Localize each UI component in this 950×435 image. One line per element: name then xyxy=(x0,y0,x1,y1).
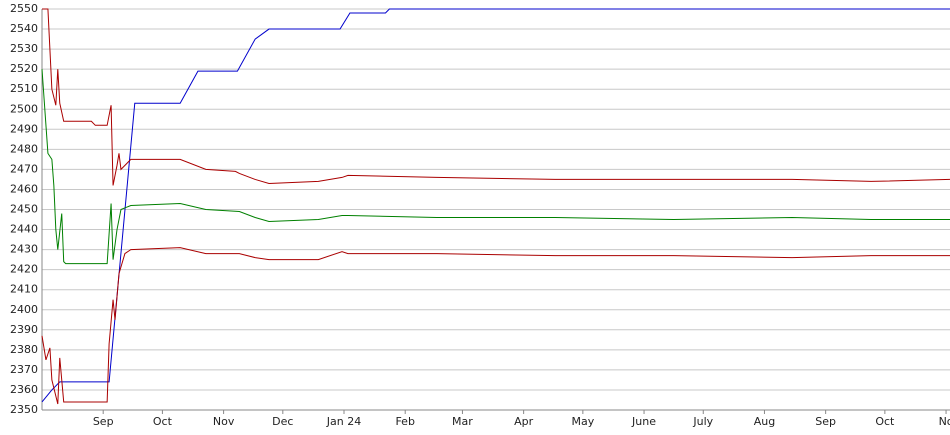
x-tick-label: No xyxy=(939,415,950,428)
x-tick-label: Dec xyxy=(272,415,293,428)
y-tick-label: 2420 xyxy=(10,263,38,276)
y-tick-label: 2360 xyxy=(10,383,38,396)
series-line xyxy=(42,8,950,186)
x-tick-label: Sep xyxy=(815,415,836,428)
x-tick-label: Feb xyxy=(395,415,414,428)
y-tick-label: 2370 xyxy=(10,363,38,376)
y-tick-label: 2390 xyxy=(10,323,38,336)
y-tick-label: 2450 xyxy=(10,203,38,216)
y-tick-label: 2480 xyxy=(10,142,38,155)
x-tick-label: Apr xyxy=(514,415,534,428)
x-tick-label: Oct xyxy=(875,415,895,428)
x-tick-label: Jan 24 xyxy=(326,415,361,428)
y-tick-label: 2550 xyxy=(10,2,38,15)
y-tick-label: 2460 xyxy=(10,182,38,195)
y-tick-label: 2410 xyxy=(10,283,38,296)
x-tick-label: Nov xyxy=(213,415,235,428)
y-tick-label: 2540 xyxy=(10,22,38,35)
y-tick-label: 2510 xyxy=(10,82,38,95)
x-tick-label: Aug xyxy=(754,415,775,428)
y-tick-label: 2490 xyxy=(10,122,38,135)
series-line xyxy=(41,8,950,403)
x-tick-label: July xyxy=(692,415,713,428)
x-tick-label: Oct xyxy=(153,415,173,428)
x-tick-label: May xyxy=(571,415,594,428)
x-tick-label: Sep xyxy=(93,415,114,428)
x-tick-label: June xyxy=(631,415,656,428)
y-tick-label: 2430 xyxy=(10,243,38,256)
y-tick-label: 2400 xyxy=(10,303,38,316)
y-tick-label: 2520 xyxy=(10,62,38,75)
y-tick-label: 2440 xyxy=(10,223,38,236)
y-tick-label: 2500 xyxy=(10,102,38,115)
y-tick-label: 2470 xyxy=(10,162,38,175)
y-tick-label: 2530 xyxy=(10,42,38,55)
y-tick-label: 2350 xyxy=(10,403,38,416)
series-line xyxy=(41,69,950,265)
y-tick-label: 2380 xyxy=(10,343,38,356)
x-tick-label: Mar xyxy=(452,415,473,428)
series-line xyxy=(41,247,950,405)
